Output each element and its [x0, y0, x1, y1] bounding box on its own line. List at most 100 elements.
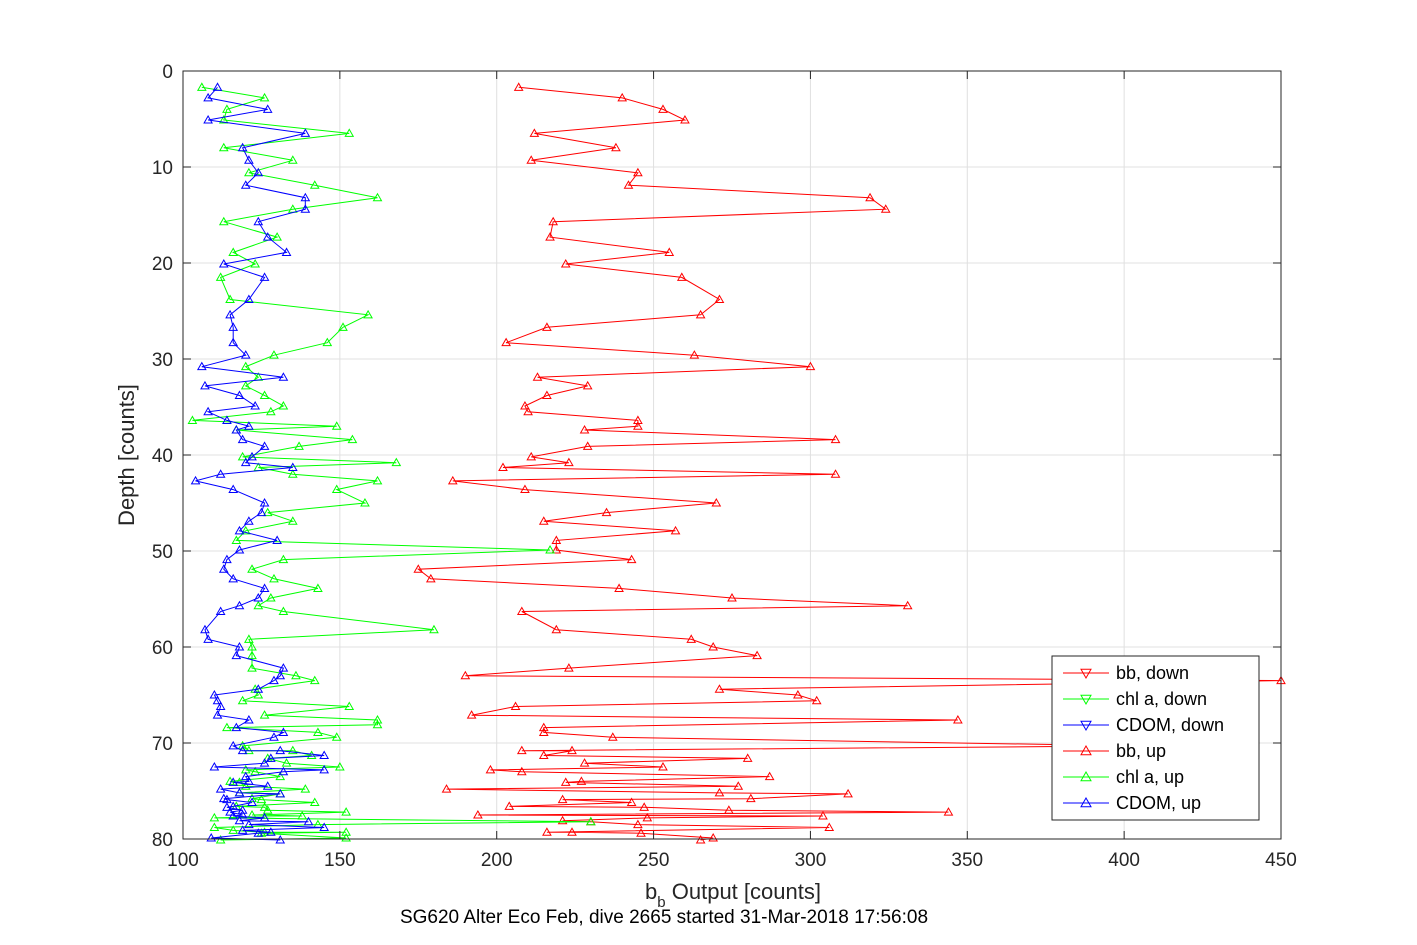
data-point: [275, 670, 286, 680]
x-tick-label: 400: [1108, 850, 1140, 871]
legend-entry-bb-up: bb, up: [1063, 741, 1166, 761]
data-point: [331, 732, 342, 741]
data-point: [805, 361, 816, 371]
data-point: [228, 337, 239, 347]
data-point: [237, 825, 248, 834]
data-point: [244, 634, 254, 643]
data-point: [695, 309, 706, 319]
data-point: [247, 641, 257, 651]
x-axis-label-rest: Output [counts]: [666, 879, 821, 904]
data-point: [209, 689, 220, 699]
data-point: [297, 810, 308, 820]
legend-entry-chl-a-down: chl a, down: [1063, 689, 1207, 709]
x-tick-label: 350: [951, 850, 983, 871]
data-point: [745, 793, 756, 803]
data-point: [272, 232, 282, 241]
data-point: [237, 434, 248, 444]
data-point: [347, 434, 358, 444]
data-point: [557, 794, 568, 804]
legend-entry-bb-down: bb, down: [1063, 663, 1189, 683]
data-point: [542, 827, 552, 836]
data-point: [218, 216, 229, 226]
data-point: [548, 216, 559, 226]
data-point: [843, 788, 853, 798]
y-tick-label: 50: [152, 542, 173, 563]
data-point: [711, 497, 722, 507]
data-point: [341, 807, 351, 816]
data-point: [300, 128, 311, 137]
data-point: [278, 401, 289, 410]
data-point: [215, 606, 226, 615]
data-point: [259, 497, 270, 507]
data-point: [309, 675, 320, 685]
data-point: [253, 216, 264, 226]
data-point: [714, 787, 725, 797]
data-point: [372, 192, 383, 202]
data-point: [278, 766, 289, 776]
data-point: [331, 421, 342, 430]
data-point: [240, 525, 251, 535]
data-point: [601, 507, 612, 517]
data-point: [265, 753, 276, 762]
data-point: [231, 722, 242, 732]
data-point: [203, 634, 213, 643]
data-point: [203, 406, 213, 416]
data-point: [218, 114, 229, 124]
legend-label: CDOM, down: [1116, 715, 1224, 735]
data-point: [727, 593, 737, 602]
data-point: [281, 758, 292, 767]
data-point: [425, 573, 436, 583]
data-point: [733, 781, 744, 790]
data-point: [228, 777, 239, 786]
data-point: [209, 822, 220, 831]
data-point: [516, 745, 527, 755]
data-point: [247, 797, 257, 807]
data-point: [275, 788, 286, 798]
data-point: [190, 475, 201, 485]
data-point: [294, 441, 304, 450]
x-tick-label: 100: [167, 850, 199, 871]
x-tick-label: 300: [795, 850, 827, 871]
data-point: [244, 294, 254, 303]
data-point: [331, 484, 342, 494]
data-point: [689, 350, 700, 359]
data-point: [764, 771, 775, 781]
data-point: [303, 816, 314, 826]
legend-marker: [1080, 770, 1092, 782]
data-point: [253, 600, 264, 610]
data-point: [212, 710, 223, 719]
data-point: [460, 670, 471, 680]
series-layer: [187, 82, 1286, 844]
data-point: [567, 827, 577, 836]
data-point: [532, 372, 543, 381]
data-point: [372, 714, 383, 724]
x-tick-label: 150: [324, 850, 356, 871]
data-point: [300, 784, 311, 793]
data-point: [560, 777, 571, 786]
data-point: [250, 401, 261, 410]
data-point: [557, 815, 568, 825]
data-point: [209, 761, 220, 771]
data-point: [253, 684, 264, 693]
data-point: [259, 758, 270, 767]
data-point: [639, 802, 650, 811]
data-point: [793, 689, 803, 699]
data-point: [259, 441, 270, 450]
data-point: [222, 415, 232, 424]
data-point: [244, 776, 254, 785]
data-point: [240, 350, 251, 359]
data-point: [231, 535, 242, 544]
data-point: [228, 825, 239, 834]
data-point: [269, 732, 279, 741]
data-point: [287, 469, 298, 478]
data-point: [714, 684, 725, 693]
data-point: [237, 142, 248, 152]
y-tick-label: 10: [152, 158, 173, 179]
data-point: [278, 372, 289, 381]
data-point: [259, 390, 270, 399]
data-point: [228, 740, 239, 750]
data-point: [287, 462, 298, 471]
data-point: [234, 390, 245, 399]
data-point: [237, 695, 248, 705]
data-point: [269, 573, 279, 583]
